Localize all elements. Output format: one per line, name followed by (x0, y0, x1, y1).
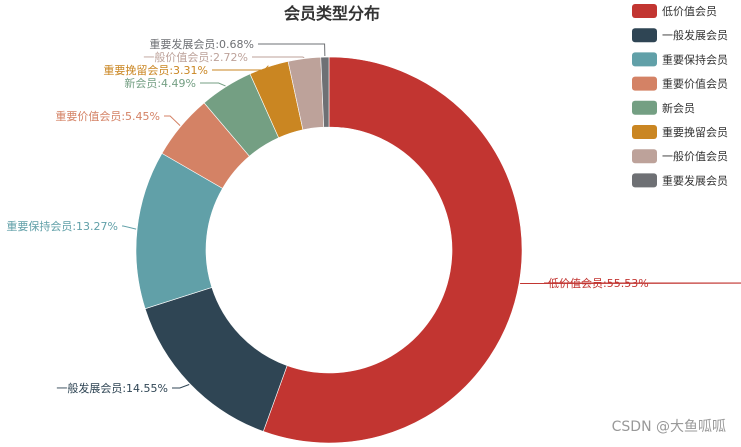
legend-swatch (632, 125, 657, 139)
data-label-5: 新会员:4.49% (124, 76, 196, 90)
donut-slice-8[interactable] (320, 56, 330, 128)
legend-label: 重要发展会员 (662, 173, 728, 187)
data-label-4: 重要价值会员:5.45% (55, 109, 160, 123)
leader-line-6 (212, 65, 269, 71)
slices-layer (135, 56, 523, 444)
legend: 低价值会员一般发展会员重要保持会员重要价值会员新会员重要挽留会员一般价值会员重要… (632, 4, 728, 188)
legend-label: 一般价值会员 (662, 150, 728, 163)
legend-swatch (632, 52, 657, 67)
legend-item-1[interactable]: 低价值会员 (632, 4, 717, 18)
leader-line-4 (164, 115, 181, 126)
donut-slice-1[interactable] (262, 56, 523, 444)
legend-swatch (632, 149, 657, 164)
legend-item-5[interactable]: 新会员 (632, 100, 695, 115)
watermark: CSDN @大鱼呱呱 (612, 418, 726, 435)
legend-label: 重要挽留会员 (662, 125, 728, 139)
leader-line-3 (122, 225, 137, 230)
legend-item-8[interactable]: 重要发展会员 (632, 173, 728, 188)
leader-line-8 (258, 43, 326, 57)
legend-item-7[interactable]: 一般价值会员 (632, 149, 728, 164)
chart-title: 会员类型分布 (284, 4, 380, 23)
legend-label: 一般发展会员 (662, 28, 728, 42)
legend-label: 重要保持会员 (662, 52, 728, 66)
donut-slice-2[interactable] (144, 287, 288, 432)
data-label-3: 重要保持会员:13.27% (6, 219, 118, 233)
legend-item-4[interactable]: 重要价值会员 (632, 76, 728, 91)
data-label-6: 重要挽留会员:3.31% (103, 63, 208, 77)
data-label-1: 低价值会员:55.53% (548, 277, 649, 290)
data-label-2: 一般发展会员:14.55% (56, 381, 168, 395)
legend-item-2[interactable]: 一般发展会员 (632, 28, 728, 43)
legend-swatch (632, 4, 657, 18)
legend-swatch (632, 28, 657, 43)
legend-swatch (632, 173, 657, 188)
legend-label: 低价值会员 (662, 5, 717, 18)
legend-item-3[interactable]: 重要保持会员 (632, 52, 728, 67)
legend-item-6[interactable]: 重要挽留会员 (632, 125, 728, 139)
data-label-8: 重要发展会员:0.68% (149, 37, 254, 51)
legend-label: 重要价值会员 (662, 77, 728, 91)
legend-swatch (632, 76, 657, 91)
data-label-7: 一般价值会员:2.72% (143, 51, 248, 64)
leader-line-2 (172, 384, 190, 389)
legend-label: 新会员 (662, 101, 695, 115)
leader-line-5 (200, 82, 226, 87)
leader-line-1 (520, 282, 741, 285)
legend-swatch (632, 100, 657, 115)
labels-layer: 低价值会员:55.53% 一般发展会员:14.55% 重要保持会员:13.27% 重要… (6, 37, 741, 395)
leader-line-7 (252, 56, 305, 59)
